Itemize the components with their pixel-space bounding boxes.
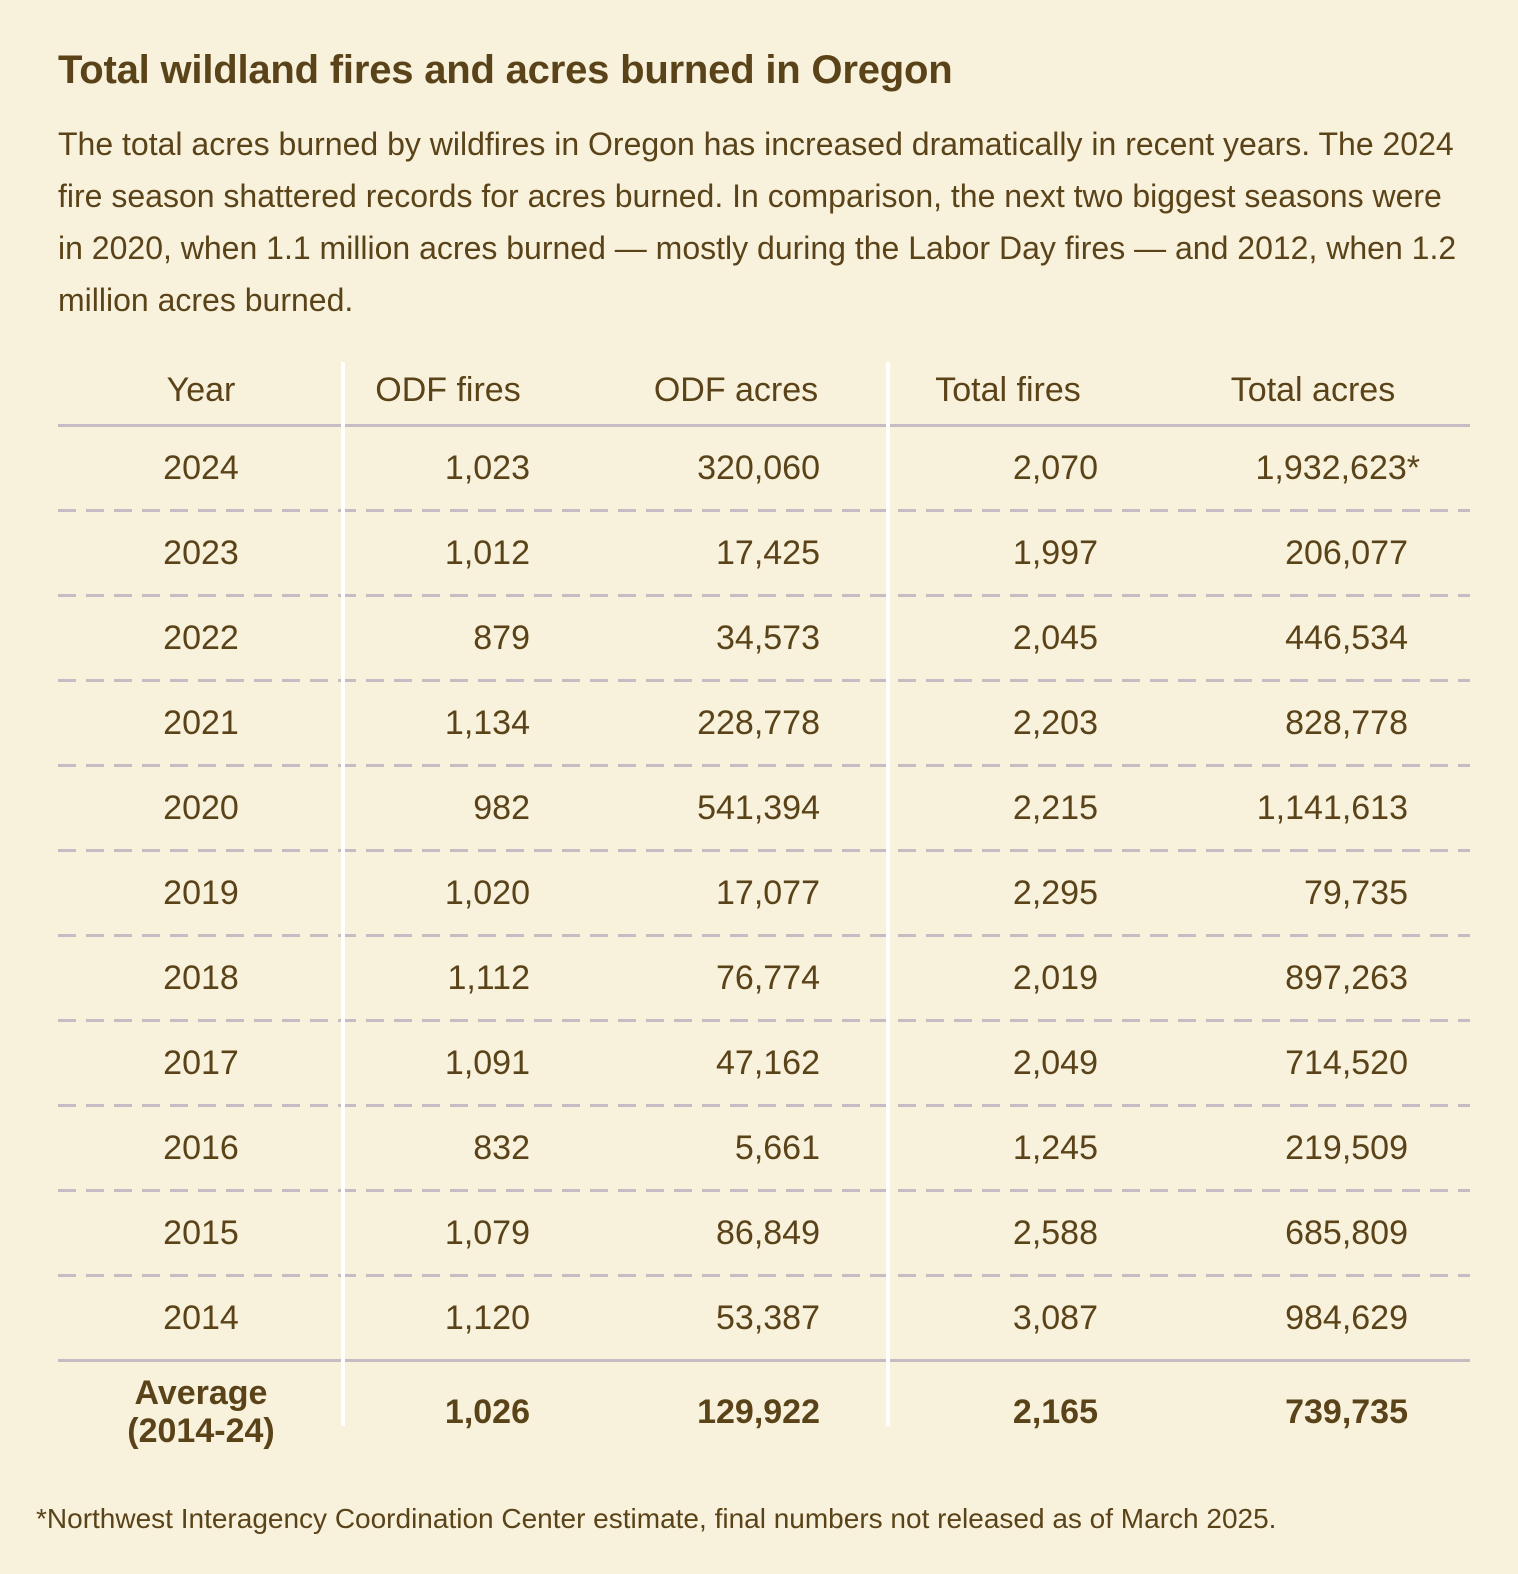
cell-total-acres: 714,520 xyxy=(1285,1043,1408,1082)
cell-odf-fires: 1,023 xyxy=(444,448,530,487)
cell-year: 2019 xyxy=(163,873,239,912)
row-divider xyxy=(58,1104,1470,1107)
cell-odf-acres: 17,425 xyxy=(716,533,820,572)
cell-odf-acres: 228,778 xyxy=(697,703,820,742)
cell-odf-acres: 86,849 xyxy=(716,1213,820,1252)
average-odf-acres: 129,922 xyxy=(697,1392,820,1431)
cell-odf-fires: 832 xyxy=(473,1128,530,1167)
average-label-line2: (2014-24) xyxy=(127,1412,275,1450)
cell-odf-fires: 982 xyxy=(473,788,530,827)
average-label-line1: Average xyxy=(134,1374,268,1412)
table-header-row: Year ODF fires ODF acres Total fires Tot… xyxy=(58,362,1470,424)
cell-total-acres: 446,534 xyxy=(1285,618,1408,657)
cell-year: 2017 xyxy=(163,1043,239,1082)
table-row: 2018 1,112 76,774 2,019 897,263 xyxy=(58,937,1470,1019)
row-divider xyxy=(58,849,1470,852)
cell-total-fires: 2,019 xyxy=(1012,958,1098,997)
cell-odf-fires: 1,079 xyxy=(444,1213,530,1252)
subtitle-description: The total acres burned by wildfires in O… xyxy=(58,126,1457,318)
row-divider xyxy=(58,509,1470,512)
table-row: 2024 1,023 320,060 2,070 1,932,623* xyxy=(58,427,1470,509)
cell-total-fires: 2,588 xyxy=(1012,1213,1098,1252)
cell-year: 2020 xyxy=(163,788,239,827)
cell-odf-fires: 1,112 xyxy=(447,958,530,997)
cell-odf-fires: 1,120 xyxy=(444,1298,530,1337)
footnote: *Northwest Interagency Coordination Cent… xyxy=(36,1503,1277,1534)
cell-year: 2024 xyxy=(163,448,239,487)
header-odf-fires: ODF fires xyxy=(375,371,521,409)
cell-odf-acres: 17,077 xyxy=(716,873,820,912)
cell-total-fires: 3,087 xyxy=(1012,1298,1098,1337)
cell-year: 2021 xyxy=(163,703,239,742)
cell-odf-fires: 1,091 xyxy=(444,1043,530,1082)
header-total-acres: Total acres xyxy=(1230,371,1396,409)
average-row: Average (2014-24) 1,026 129,922 2,165 73… xyxy=(58,1362,1470,1462)
table-row: 2019 1,020 17,077 2,295 79,735 xyxy=(58,852,1470,934)
cell-year: 2023 xyxy=(163,533,239,572)
average-total-fires: 2,165 xyxy=(1012,1392,1098,1431)
row-divider xyxy=(58,594,1470,597)
cell-total-fires: 2,203 xyxy=(1012,703,1098,742)
cell-total-acres: 897,263 xyxy=(1285,958,1408,997)
cell-odf-acres: 5,661 xyxy=(734,1128,820,1167)
cell-total-acres: 984,629 xyxy=(1285,1298,1408,1337)
cell-total-fires: 1,245 xyxy=(1012,1128,1098,1167)
header-total-fires: Total fires xyxy=(935,371,1081,409)
row-divider xyxy=(58,764,1470,767)
cell-total-acres: 79,735 xyxy=(1304,873,1408,912)
cell-total-fires: 2,049 xyxy=(1012,1043,1098,1082)
cell-total-fires: 2,045 xyxy=(1012,618,1098,657)
cell-odf-acres: 47,162 xyxy=(716,1043,820,1082)
table-row: 2023 1,012 17,425 1,997 206,077 xyxy=(58,512,1470,594)
cell-odf-fires: 1,134 xyxy=(444,703,530,742)
average-label: Average (2014-24) xyxy=(58,1362,344,1462)
table-row: 2017 1,091 47,162 2,049 714,520 xyxy=(58,1022,1470,1104)
cell-total-acres: 1,141,613 xyxy=(1256,788,1408,827)
cell-total-acres: 206,077 xyxy=(1285,533,1408,572)
table-row: 2016 832 5,661 1,245 219,509 xyxy=(58,1107,1470,1189)
table-row: 2015 1,079 86,849 2,588 685,809 xyxy=(58,1192,1470,1274)
cell-year: 2014 xyxy=(163,1298,239,1337)
cell-total-acres: 1,932,623* xyxy=(1255,448,1421,487)
table-row: 2021 1,134 228,778 2,203 828,778 xyxy=(58,682,1470,764)
cell-year: 2015 xyxy=(163,1213,239,1252)
table-row: 2020 982 541,394 2,215 1,141,613 xyxy=(58,767,1470,849)
cell-total-acres: 685,809 xyxy=(1285,1213,1408,1252)
cell-odf-acres: 541,394 xyxy=(697,788,820,827)
cell-total-acres: 828,778 xyxy=(1285,703,1408,742)
row-divider xyxy=(58,1274,1470,1277)
header-divider xyxy=(58,424,1470,427)
cell-year: 2016 xyxy=(163,1128,239,1167)
table-row: 2022 879 34,573 2,045 446,534 xyxy=(58,597,1470,679)
cell-year: 2018 xyxy=(163,958,239,997)
cell-odf-acres: 320,060 xyxy=(697,448,820,487)
cell-total-fires: 1,997 xyxy=(1012,533,1098,572)
cell-total-acres: 219,509 xyxy=(1285,1128,1408,1167)
column-divider xyxy=(341,362,345,1426)
table-row: 2014 1,120 53,387 3,087 984,629 xyxy=(58,1277,1470,1359)
average-total-acres: 739,735 xyxy=(1285,1392,1408,1431)
cell-odf-fires: 1,020 xyxy=(444,873,530,912)
cell-odf-acres: 53,387 xyxy=(716,1298,820,1337)
cell-odf-fires: 879 xyxy=(473,618,530,657)
row-divider xyxy=(58,934,1470,937)
cell-odf-acres: 76,774 xyxy=(716,958,820,997)
fires-table: Year ODF fires ODF acres Total fires Tot… xyxy=(58,362,1470,1462)
row-divider xyxy=(58,1189,1470,1192)
header-odf-acres: ODF acres xyxy=(653,371,819,409)
cell-total-fires: 2,295 xyxy=(1012,873,1098,912)
average-odf-fires: 1,026 xyxy=(444,1392,530,1431)
average-divider xyxy=(58,1359,1470,1362)
row-divider xyxy=(58,679,1470,682)
page-title: Total wildland fires and acres burned in… xyxy=(58,48,953,92)
column-divider xyxy=(886,362,890,1426)
cell-odf-acres: 34,573 xyxy=(716,618,820,657)
header-year: Year xyxy=(166,371,236,409)
cell-year: 2022 xyxy=(163,618,239,657)
cell-total-fires: 2,215 xyxy=(1012,788,1098,827)
cell-total-fires: 2,070 xyxy=(1012,448,1098,487)
row-divider xyxy=(58,1019,1470,1022)
cell-odf-fires: 1,012 xyxy=(444,533,530,572)
